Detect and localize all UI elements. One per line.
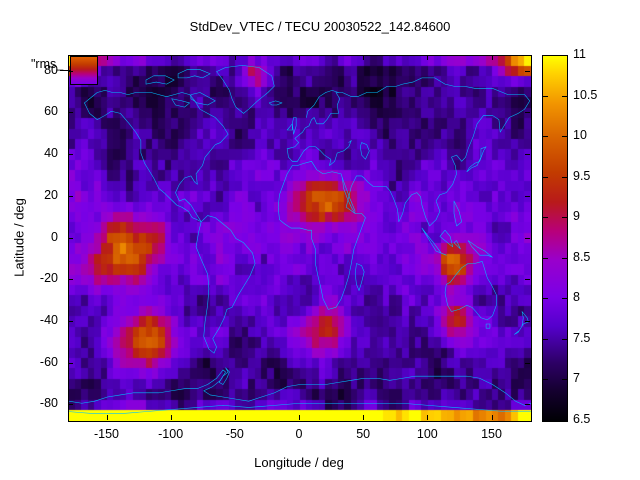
colorbar-tick-mark [543, 379, 548, 380]
plot-key-label: "rms_ [31, 57, 64, 71]
y-axis-tick-mark [525, 404, 530, 405]
x-axis-tick-mark [492, 415, 493, 420]
colorbar-tick-label: 6.5 [573, 412, 591, 426]
y-axis-tick-mark [525, 321, 530, 322]
y-axis-tick-label: 60 [44, 104, 58, 119]
colorbar-tick-mark [562, 136, 567, 137]
x-axis-tick-label: -150 [93, 427, 120, 441]
y-axis-tick-mark [525, 238, 530, 239]
colorbar-tick-label: 8 [573, 290, 580, 305]
x-axis-tick-mark [363, 415, 364, 420]
y-axis-tick-mark [68, 321, 73, 322]
x-axis-tick-mark [171, 415, 172, 420]
y-axis-tick-label: -60 [39, 354, 58, 369]
x-axis-tick-mark [363, 55, 364, 60]
colorbar-tick-mark [543, 258, 548, 259]
y-axis-tick-mark [68, 71, 73, 72]
y-axis-tick-label: 80 [44, 62, 58, 77]
y-axis-tick-mark [525, 196, 530, 197]
plot-key-swatch [70, 56, 98, 85]
page-title: StdDev_VTEC / TECU 20030522_142.84600 [189, 19, 451, 34]
x-axis-tick-mark [171, 55, 172, 60]
colorbar-tick-label: 7.5 [573, 330, 591, 345]
x-axis-tick-label: -50 [225, 427, 244, 441]
y-axis-tick-label: 20 [44, 187, 58, 202]
y-axis-tick-mark [68, 196, 73, 197]
y-axis-tick-mark [68, 154, 73, 155]
x-axis-tick-mark [299, 55, 300, 60]
colorbar-tick-mark [543, 217, 548, 218]
y-axis-tick-label: 0 [51, 229, 58, 244]
y-axis-tick-label: 40 [44, 146, 58, 161]
y-axis-tick-mark [68, 363, 73, 364]
heatmap-plot-area [68, 55, 532, 422]
x-axis-tick-label: 0 [295, 427, 303, 441]
colorbar-tick-mark [543, 136, 548, 137]
x-axis-tick-mark [107, 415, 108, 420]
y-axis-tick-mark [68, 238, 73, 239]
y-axis-tick-label: -40 [39, 312, 58, 327]
colorbar-tick-mark [562, 258, 567, 259]
colorbar-tick-mark [543, 298, 548, 299]
y-axis-tick-mark [68, 279, 73, 280]
colorbar-tick-mark [562, 96, 567, 97]
x-axis-tick-label: 150 [481, 427, 502, 441]
x-axis-tick-mark [492, 55, 493, 60]
colorbar-tick-mark [562, 177, 567, 178]
y-axis-tick-mark [525, 71, 530, 72]
colorbar-tick-mark [543, 96, 548, 97]
y-axis-tick-mark [68, 112, 73, 113]
colorbar [542, 55, 568, 422]
colorbar-tick-mark [543, 177, 548, 178]
colorbar-tick-mark [543, 339, 548, 340]
plot-key-line [60, 70, 70, 71]
y-axis-tick-mark [525, 363, 530, 364]
colorbar-tick-label: 9.5 [573, 168, 591, 183]
vtec-heatmap-canvas [69, 56, 531, 421]
x-axis-tick-label: 50 [356, 427, 371, 441]
colorbar-tick-label: 10 [573, 128, 587, 143]
colorbar-tick-mark [562, 379, 567, 380]
x-axis-tick-mark [427, 55, 428, 60]
x-axis-tick-label: -100 [158, 427, 184, 441]
y-axis-tick-mark [525, 112, 530, 113]
y-axis-tick-mark [68, 404, 73, 405]
colorbar-tick-label: 9 [573, 209, 580, 224]
colorbar-tick-label: 8.5 [573, 249, 591, 264]
y-axis-tick-mark [525, 154, 530, 155]
x-axis-title: Longitude / deg [254, 455, 344, 470]
colorbar-tick-mark [562, 217, 567, 218]
x-axis-tick-mark [107, 55, 108, 60]
y-axis-tick-mark [525, 279, 530, 280]
x-axis-tick-label: 100 [416, 427, 438, 441]
y-axis-tick-label: -80 [39, 396, 58, 411]
colorbar-tick-label: 11 [573, 47, 586, 61]
colorbar-tick-label: 10.5 [573, 87, 598, 102]
colorbar-tick-mark [562, 339, 567, 340]
colorbar-tick-label: 7 [573, 371, 580, 386]
x-axis-tick-mark [235, 415, 236, 420]
colorbar-tick-mark [562, 298, 567, 299]
y-axis-tick-label: -20 [39, 271, 58, 286]
x-axis-tick-mark [299, 415, 300, 420]
x-axis-tick-mark [427, 415, 428, 420]
x-axis-tick-mark [235, 55, 236, 60]
